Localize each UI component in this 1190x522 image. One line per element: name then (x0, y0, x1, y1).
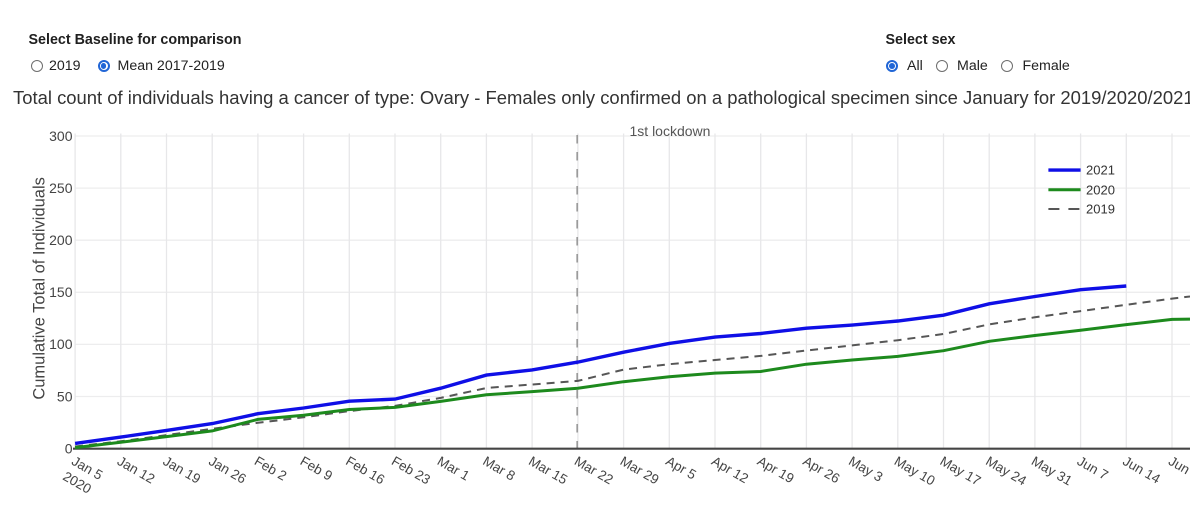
svg-text:Jan 12: Jan 12 (115, 453, 158, 486)
svg-text:Mar 29: Mar 29 (618, 453, 662, 487)
svg-text:May 24: May 24 (983, 453, 1029, 488)
svg-text:Jun 7: Jun 7 (1075, 453, 1111, 483)
svg-text:300: 300 (49, 128, 73, 144)
svg-text:Mar 1: Mar 1 (435, 453, 472, 483)
svg-text:Apr 19: Apr 19 (755, 453, 797, 486)
svg-text:Jan 52020: Jan 52020 (60, 453, 105, 498)
svg-text:Mar 15: Mar 15 (526, 453, 570, 487)
svg-text:150: 150 (49, 284, 73, 300)
svg-text:May 17: May 17 (938, 453, 984, 488)
svg-text:Feb 16: Feb 16 (343, 453, 387, 487)
svg-text:0: 0 (65, 440, 73, 456)
svg-text:Apr 26: Apr 26 (800, 453, 842, 486)
svg-text:Feb 9: Feb 9 (298, 453, 335, 483)
svg-text:2019: 2019 (1086, 202, 1115, 217)
svg-text:Feb 2: Feb 2 (252, 453, 289, 483)
svg-text:Jan 26: Jan 26 (206, 453, 249, 486)
svg-text:Apr 5: Apr 5 (663, 453, 698, 482)
svg-text:May 3: May 3 (846, 453, 885, 484)
svg-text:Cumulative Total of Individual: Cumulative Total of Individuals (31, 177, 49, 400)
svg-text:Mar 22: Mar 22 (572, 453, 616, 487)
svg-text:Jun 21: Jun 21 (1166, 453, 1190, 486)
svg-text:1st lockdown: 1st lockdown (630, 123, 711, 139)
svg-text:100: 100 (49, 336, 73, 352)
svg-text:2021: 2021 (1086, 163, 1115, 178)
svg-text:Jan 19: Jan 19 (161, 453, 204, 486)
svg-text:Feb 23: Feb 23 (389, 453, 433, 487)
svg-text:May 10: May 10 (892, 453, 938, 488)
svg-text:250: 250 (49, 180, 73, 196)
svg-text:Apr 12: Apr 12 (709, 453, 751, 486)
svg-text:50: 50 (57, 388, 73, 404)
svg-text:200: 200 (49, 232, 73, 248)
svg-text:2020: 2020 (1086, 182, 1115, 197)
svg-text:Mar 8: Mar 8 (480, 453, 517, 483)
svg-text:May 31: May 31 (1029, 453, 1075, 488)
svg-text:Jun 14: Jun 14 (1120, 453, 1163, 487)
